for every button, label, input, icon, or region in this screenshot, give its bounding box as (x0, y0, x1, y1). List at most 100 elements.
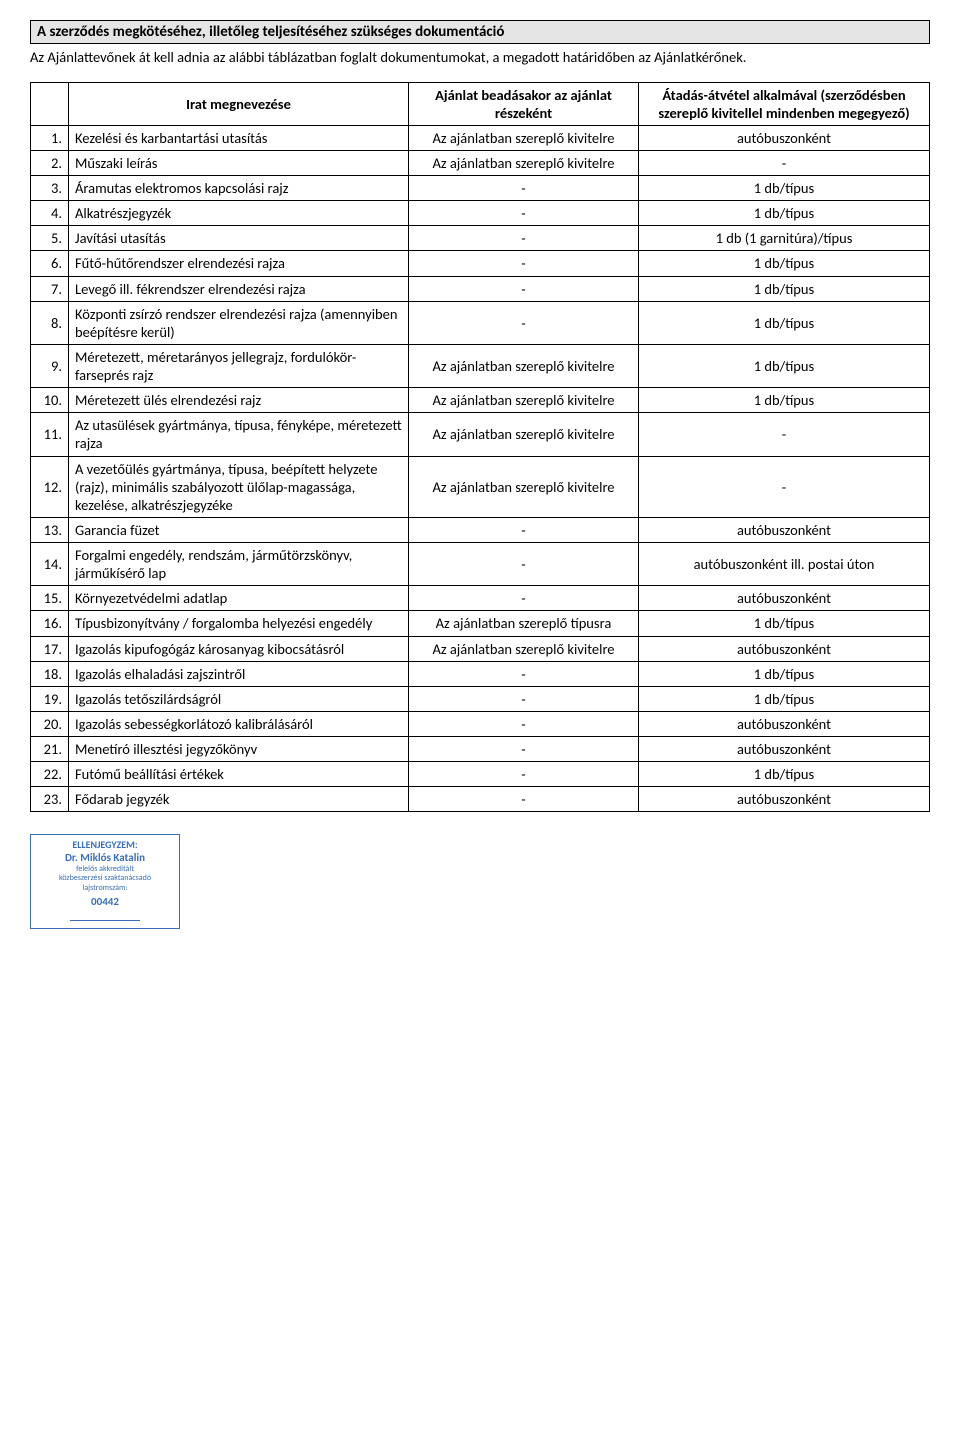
row-number: 19. (31, 686, 69, 711)
table-row: 6.Fűtő-hűtőrendszer elrendezési rajza-1 … (31, 251, 930, 276)
table-row: 1.Kezelési és karbantartási utasításAz a… (31, 125, 930, 150)
row-right: autóbuszonként ill. postai úton (639, 543, 930, 586)
row-mid: Az ajánlatban szereplő kivitelre (409, 388, 639, 413)
row-number: 7. (31, 276, 69, 301)
row-right: 1 db/típus (639, 686, 930, 711)
row-mid: - (409, 301, 639, 344)
row-desc: Igazolás tetőszilárdságról (69, 686, 409, 711)
row-number: 2. (31, 150, 69, 175)
stamp-line: ELLENJEGYZEM: (37, 839, 173, 851)
row-mid: - (409, 251, 639, 276)
stamp-signature-line (70, 911, 140, 921)
documentation-table: Irat megnevezése Ajánlat beadásakor az a… (30, 82, 930, 813)
table-row: 14.Forgalmi engedély, rendszám, járműtör… (31, 543, 930, 586)
row-right: 1 db (1 garnitúra)/típus (639, 226, 930, 251)
table-row: 13.Garancia füzet-autóbuszonként (31, 517, 930, 542)
row-right: 1 db/típus (639, 176, 930, 201)
row-desc: Forgalmi engedély, rendszám, járműtörzsk… (69, 543, 409, 586)
row-desc: A vezetőülés gyártmánya, típusa, beépíte… (69, 456, 409, 517)
table-row: 17.Igazolás kipufogógáz károsanyag kiboc… (31, 636, 930, 661)
table-row: 10.Méretezett ülés elrendezési rajzAz aj… (31, 388, 930, 413)
row-number: 1. (31, 125, 69, 150)
table-row: 4.Alkatrészjegyzék-1 db/típus (31, 201, 930, 226)
row-desc: Fődarab jegyzék (69, 787, 409, 812)
row-desc: Igazolás sebességkorlátozó kalibrálásáró… (69, 711, 409, 736)
row-mid: Az ajánlatban szereplő kivitelre (409, 456, 639, 517)
row-number: 21. (31, 737, 69, 762)
row-number: 3. (31, 176, 69, 201)
row-right: 1 db/típus (639, 301, 930, 344)
table-header-row: Irat megnevezése Ajánlat beadásakor az a… (31, 82, 930, 125)
row-desc: Levegő ill. fékrendszer elrendezési rajz… (69, 276, 409, 301)
col-header-empty (31, 82, 69, 125)
row-mid: - (409, 762, 639, 787)
row-mid: - (409, 543, 639, 586)
row-right: 1 db/típus (639, 251, 930, 276)
row-mid: - (409, 586, 639, 611)
row-right: autóbuszonként (639, 517, 930, 542)
row-mid: Az ajánlatban szereplő típusra (409, 611, 639, 636)
row-right: 1 db/típus (639, 344, 930, 387)
table-row: 16.Típusbizonyítvány / forgalomba helyez… (31, 611, 930, 636)
row-number: 17. (31, 636, 69, 661)
row-number: 23. (31, 787, 69, 812)
table-row: 19.Igazolás tetőszilárdságról-1 db/típus (31, 686, 930, 711)
col-header-mid: Ajánlat beadásakor az ajánlat részeként (409, 82, 639, 125)
row-mid: - (409, 201, 639, 226)
row-right: - (639, 456, 930, 517)
row-desc: Alkatrészjegyzék (69, 201, 409, 226)
col-header-desc: Irat megnevezése (69, 82, 409, 125)
table-row: 23.Fődarab jegyzék-autóbuszonként (31, 787, 930, 812)
row-mid: - (409, 176, 639, 201)
row-desc: Igazolás elhaladási zajszintről (69, 661, 409, 686)
table-row: 20.Igazolás sebességkorlátozó kalibrálás… (31, 711, 930, 736)
table-row: 8.Központi zsírzó rendszer elrendezési r… (31, 301, 930, 344)
table-row: 15.Környezetvédelmi adatlap-autóbuszonké… (31, 586, 930, 611)
table-row: 18.Igazolás elhaladási zajszintről-1 db/… (31, 661, 930, 686)
row-number: 15. (31, 586, 69, 611)
row-number: 8. (31, 301, 69, 344)
row-mid: Az ajánlatban szereplő kivitelre (409, 344, 639, 387)
row-mid: - (409, 517, 639, 542)
stamp-line: lajstromszám: (37, 884, 173, 894)
signature-stamp: ELLENJEGYZEM: Dr. Miklós Katalin felelős… (30, 834, 180, 928)
row-number: 16. (31, 611, 69, 636)
row-desc: Garancia füzet (69, 517, 409, 542)
row-right: autóbuszonként (639, 125, 930, 150)
row-number: 5. (31, 226, 69, 251)
row-mid: - (409, 686, 639, 711)
row-mid: - (409, 711, 639, 736)
row-right: autóbuszonként (639, 787, 930, 812)
intro-text: Az Ajánlattevőnek át kell adnia az alább… (30, 48, 930, 68)
table-row: 21.Menetíró illesztési jegyzőkönyv-autób… (31, 737, 930, 762)
row-number: 11. (31, 413, 69, 456)
table-row: 3.Áramutas elektromos kapcsolási rajz-1 … (31, 176, 930, 201)
row-right: autóbuszonként (639, 586, 930, 611)
row-right: 1 db/típus (639, 276, 930, 301)
row-right: autóbuszonként (639, 636, 930, 661)
row-desc: Méretezett ülés elrendezési rajz (69, 388, 409, 413)
row-desc: Futómű beállítási értékek (69, 762, 409, 787)
row-desc: Típusbizonyítvány / forgalomba helyezési… (69, 611, 409, 636)
row-number: 20. (31, 711, 69, 736)
row-desc: Méretezett, méretarányos jellegrajz, for… (69, 344, 409, 387)
table-row: 2.Műszaki leírásAz ajánlatban szereplő k… (31, 150, 930, 175)
row-number: 4. (31, 201, 69, 226)
stamp-name: Dr. Miklós Katalin (37, 851, 173, 864)
row-desc: Az utasülések gyártmánya, típusa, fényké… (69, 413, 409, 456)
row-number: 22. (31, 762, 69, 787)
row-mid: Az ajánlatban szereplő kivitelre (409, 125, 639, 150)
row-mid: Az ajánlatban szereplő kivitelre (409, 150, 639, 175)
row-right: - (639, 150, 930, 175)
table-row: 22.Futómű beállítási értékek-1 db/típus (31, 762, 930, 787)
table-row: 12.A vezetőülés gyártmánya, típusa, beép… (31, 456, 930, 517)
row-desc: Kezelési és karbantartási utasítás (69, 125, 409, 150)
row-mid: - (409, 276, 639, 301)
row-mid: - (409, 226, 639, 251)
row-mid: - (409, 787, 639, 812)
row-number: 14. (31, 543, 69, 586)
row-mid: Az ajánlatban szereplő kivitelre (409, 413, 639, 456)
row-right: 1 db/típus (639, 388, 930, 413)
row-right: - (639, 413, 930, 456)
row-desc: Műszaki leírás (69, 150, 409, 175)
